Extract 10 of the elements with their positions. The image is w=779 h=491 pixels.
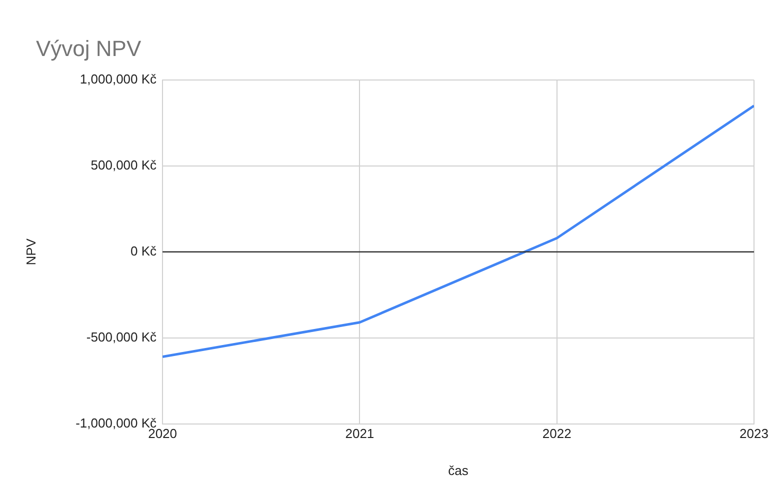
chart-title: Vývoj NPV [36, 36, 142, 62]
y-tick-label: -500,000 Kč [86, 329, 158, 344]
x-tick-label: 2023 [740, 426, 768, 442]
x-tick-label: 2021 [345, 426, 374, 442]
x-tick-label: 2022 [542, 426, 572, 442]
y-tick-label: 500,000 Kč [90, 158, 158, 173]
x-axis-title: čas [448, 462, 469, 478]
y-axis-title: NPV [23, 238, 38, 266]
y-tick-label: 1,000,000 Kč [80, 72, 158, 87]
y-tick-label: 0 Kč [130, 243, 158, 258]
